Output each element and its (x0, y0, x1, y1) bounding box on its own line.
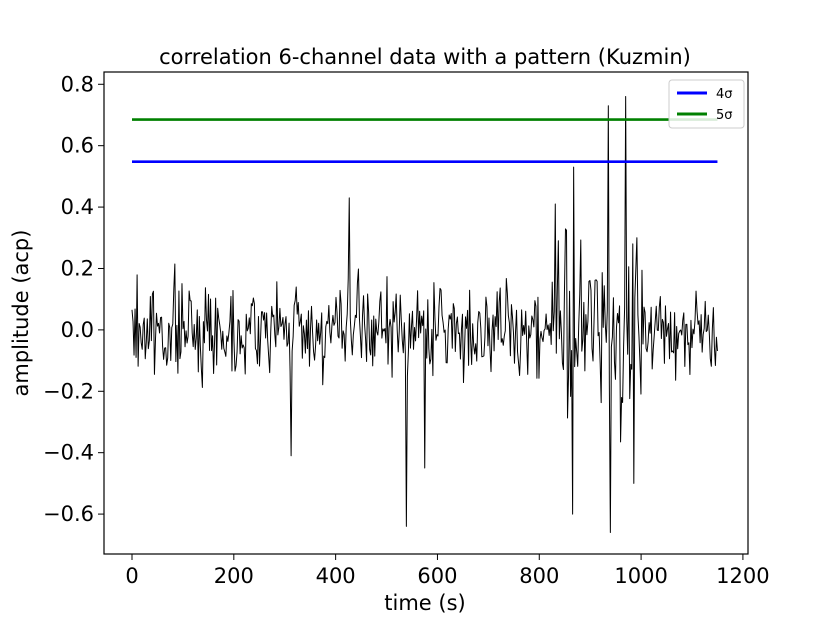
plot-frame (103, 71, 749, 555)
legend-label-5sigma: 5σ (716, 108, 733, 123)
x-axis: 0 200 400 600 800 1000 1200 (125, 554, 770, 588)
y-tick-label: −0.4 (43, 441, 94, 465)
x-tick-label: 800 (519, 564, 559, 588)
legend-label-4sigma: 4σ (716, 87, 733, 102)
x-tick-label: 600 (417, 564, 457, 588)
legend: 4σ 5σ (668, 79, 745, 129)
x-axis-label: time (s) (384, 591, 465, 615)
x-tick-label: 1000 (614, 564, 667, 588)
threshold-lines (132, 118, 718, 163)
y-tick-label: 0.6 (61, 134, 94, 158)
chart-title: correlation 6-channel data with a patter… (159, 45, 691, 69)
y-axis-label: amplitude (acp) (9, 230, 33, 397)
y-tick-label: 0.4 (61, 195, 94, 219)
y-tick-label: −0.6 (43, 502, 94, 526)
signal-series-line (131, 96, 718, 534)
legend-box (668, 79, 745, 129)
x-tick-label: 200 (214, 564, 254, 588)
y-tick-label: 0.0 (61, 318, 94, 342)
x-tick-label: 400 (316, 564, 356, 588)
y-axis: −0.6 −0.4 −0.2 0.0 0.2 0.4 0.6 0.8 (43, 72, 104, 526)
x-tick-label: 1200 (716, 564, 769, 588)
y-tick-label: 0.2 (61, 256, 94, 280)
y-tick-label: −0.2 (43, 379, 94, 403)
y-tick-label: 0.8 (61, 72, 94, 96)
plot-data-layer (131, 96, 718, 534)
x-tick-label: 0 (125, 564, 138, 588)
